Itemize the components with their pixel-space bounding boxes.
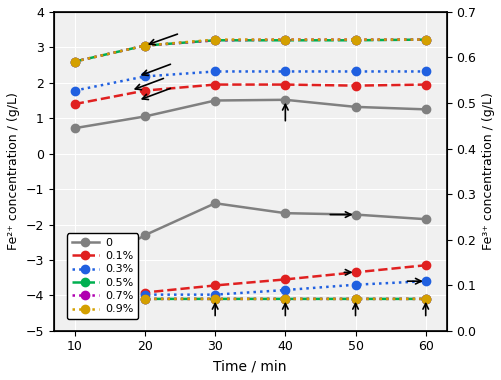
X-axis label: Time / min: Time / min <box>213 359 287 373</box>
Y-axis label: Fe²⁺ concentration / (g/L): Fe²⁺ concentration / (g/L) <box>7 92 20 250</box>
Y-axis label: Fe³⁺ concentration / (g/L): Fe³⁺ concentration / (g/L) <box>481 92 494 250</box>
Legend: 0, 0.1%, 0.3%, 0.5%, 0.7%, 0.9%: 0, 0.1%, 0.3%, 0.5%, 0.7%, 0.9% <box>67 233 137 319</box>
